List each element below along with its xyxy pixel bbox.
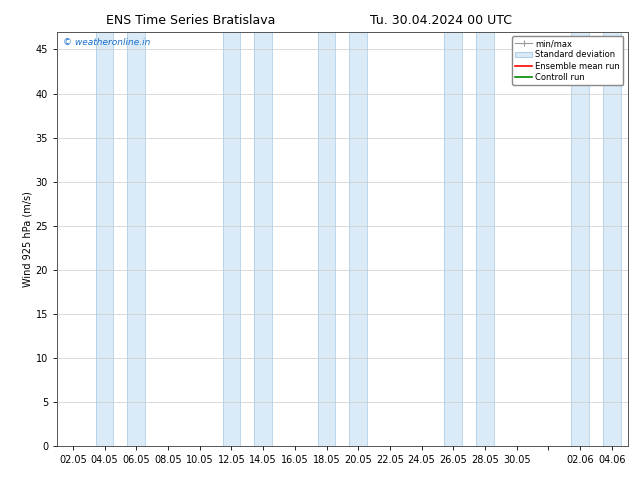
Bar xyxy=(127,32,145,446)
Bar xyxy=(349,32,367,446)
Bar xyxy=(571,32,589,446)
Legend: min/max, Standard deviation, Ensemble mean run, Controll run: min/max, Standard deviation, Ensemble me… xyxy=(512,36,623,85)
Bar xyxy=(254,32,272,446)
Bar xyxy=(603,32,621,446)
Text: Tu. 30.04.2024 00 UTC: Tu. 30.04.2024 00 UTC xyxy=(370,14,512,27)
Bar xyxy=(476,32,494,446)
Bar xyxy=(223,32,240,446)
Y-axis label: Wind 925 hPa (m/s): Wind 925 hPa (m/s) xyxy=(23,191,33,287)
Bar xyxy=(444,32,462,446)
Bar xyxy=(96,32,113,446)
Text: © weatheronline.in: © weatheronline.in xyxy=(63,38,150,47)
Text: ENS Time Series Bratislava: ENS Time Series Bratislava xyxy=(105,14,275,27)
Bar xyxy=(318,32,335,446)
